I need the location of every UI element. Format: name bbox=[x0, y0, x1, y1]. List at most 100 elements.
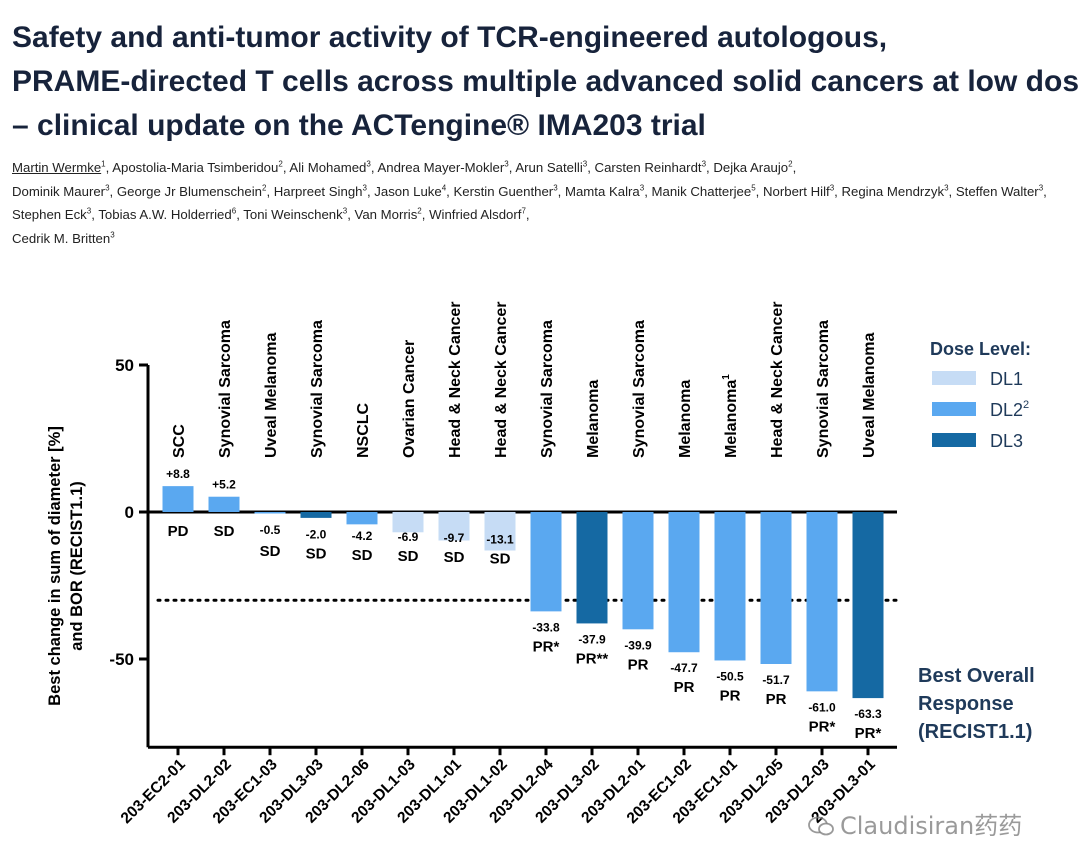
y-axis-label: Best change in sum of diameter [%] and BO… bbox=[46, 426, 86, 706]
author-name: Cedrik M. Britten bbox=[12, 230, 111, 246]
author-name: Martin Wermke bbox=[12, 160, 102, 175]
author-name: Dominik Maurer bbox=[12, 183, 106, 199]
indication-label: Synovial Sarcoma bbox=[631, 320, 648, 458]
bor-label: SD bbox=[260, 543, 281, 560]
author-affiliation: 2 bbox=[417, 206, 422, 216]
value-label: +5.2 bbox=[212, 478, 236, 492]
author-name: Carsten Reinhardt bbox=[594, 160, 702, 175]
author-name: Ali Mohamed bbox=[289, 160, 367, 175]
bar-203-DL1-03 bbox=[392, 512, 424, 533]
bar-203-DL2-04 bbox=[530, 512, 562, 612]
title-line: PRAME-directed T cells across multiple a… bbox=[12, 65, 1080, 98]
bor-label: PR bbox=[720, 687, 741, 704]
value-label: -6.9 bbox=[398, 530, 419, 544]
author-name: Tobias A.W. Holderried bbox=[98, 207, 232, 222]
value-label: -33.8 bbox=[532, 620, 560, 634]
bor-label: SD bbox=[490, 550, 511, 567]
indication-footnote: 1 bbox=[721, 374, 732, 380]
indication-label: Uveal Melanoma bbox=[263, 333, 280, 458]
author-name: Stephen Eck bbox=[12, 207, 87, 222]
y-tick-label: 50 bbox=[115, 356, 134, 375]
legend-swatch-DL1 bbox=[932, 371, 976, 385]
author-name: Dejka Araujo bbox=[713, 160, 789, 175]
title-line: Safety and anti-tumor activity of TCR-en… bbox=[12, 21, 888, 54]
value-label: -9.7 bbox=[444, 531, 465, 545]
author-name: Jason Luke bbox=[374, 183, 442, 199]
legend-swatch-DL2 bbox=[932, 402, 976, 416]
author-affiliation: 3 bbox=[639, 183, 645, 193]
bar-203-DL2-02 bbox=[208, 496, 240, 512]
value-label: -61.0 bbox=[808, 700, 836, 714]
bor-label: SD bbox=[306, 546, 327, 563]
author-affiliation: 3 bbox=[342, 206, 348, 216]
author-affiliation: 3 bbox=[701, 159, 707, 169]
poster-title: Safety and anti-tumor activity of TCR-en… bbox=[12, 16, 1080, 148]
value-label: -13.1 bbox=[486, 532, 514, 546]
author-affiliation: 3 bbox=[553, 183, 558, 193]
indication-label: Synovial Sarcoma bbox=[539, 320, 556, 458]
author-name: Winfried Alsdorf bbox=[429, 207, 522, 222]
author-affiliation: 3 bbox=[110, 230, 115, 240]
bor-caption-line: (RECIST1.1) bbox=[918, 721, 1032, 743]
author-name: Mamta Kalra bbox=[564, 183, 640, 199]
bor-label: PR bbox=[674, 679, 695, 696]
bor-label: PR** bbox=[576, 650, 609, 667]
author-name: Arun Satelli bbox=[515, 160, 583, 175]
author-name: Kerstin Guenther bbox=[453, 183, 554, 199]
indication-label: Head & Neck Cancer bbox=[769, 301, 786, 458]
value-label: -2.0 bbox=[306, 528, 327, 542]
indication-label: Melanoma bbox=[585, 380, 602, 458]
indication-label: Melanoma1 bbox=[721, 374, 740, 458]
indication-label: Head & Neck Cancer bbox=[447, 301, 464, 458]
bar-203-DL3-02 bbox=[576, 512, 608, 624]
value-label: -50.5 bbox=[716, 669, 744, 683]
author-affiliation: 3 bbox=[105, 183, 110, 193]
author-name: Van Morris bbox=[354, 207, 418, 222]
author-affiliation: 3 bbox=[504, 159, 509, 169]
author-affiliation: 5 bbox=[751, 183, 756, 193]
author-name: Apostolia-Maria Tsimberidou bbox=[112, 160, 279, 175]
y-tick-label: -50 bbox=[109, 650, 134, 669]
bor-label: SD bbox=[444, 549, 465, 566]
bar-203-DL2-05 bbox=[760, 512, 792, 664]
author-name: Manik Chatterjee bbox=[651, 183, 752, 199]
bar-203-EC1-02 bbox=[668, 512, 700, 653]
author-affiliation: 2 bbox=[788, 159, 793, 169]
bar-203-DL1-01 bbox=[438, 512, 470, 541]
bor-caption-line: Best Overall bbox=[918, 665, 1035, 687]
indication-label: NSCLC bbox=[355, 402, 372, 458]
legend-swatch-DL3 bbox=[932, 433, 976, 447]
author-name: Toni Weinschenk bbox=[243, 207, 343, 222]
bor-label: SD bbox=[398, 548, 419, 565]
bor-label: PD bbox=[168, 523, 189, 540]
author-name: George Jr Blumenschein bbox=[116, 183, 262, 199]
bor-caption-line: Response bbox=[918, 693, 1014, 715]
indication-label: Melanoma bbox=[677, 380, 694, 458]
value-label: -0.5 bbox=[260, 523, 281, 537]
value-label: -37.9 bbox=[578, 632, 606, 646]
bar-203-DL2-03 bbox=[806, 512, 838, 692]
author-affiliation: 1 bbox=[101, 159, 106, 169]
author-affiliation: 3 bbox=[366, 159, 371, 169]
value-label: -4.2 bbox=[352, 529, 373, 543]
y-axis-label-line: Best change in sum of diameter [%] bbox=[46, 426, 64, 706]
bar-203-EC1-01 bbox=[714, 512, 746, 661]
bor-label: PR bbox=[628, 656, 649, 673]
watermark-text: Claudisiran药药 bbox=[840, 812, 1023, 840]
value-label: -51.7 bbox=[762, 673, 790, 687]
bor-label: PR* bbox=[533, 638, 560, 655]
author-name: Steffen Walter bbox=[955, 183, 1039, 199]
bor-label: PR bbox=[766, 691, 787, 708]
value-label: +8.8 bbox=[166, 467, 190, 481]
author-affiliation: 3 bbox=[1038, 183, 1044, 193]
y-tick-label: 0 bbox=[125, 503, 134, 522]
indication-label: Ovarian Cancer bbox=[401, 340, 418, 458]
indication-label: Synovial Sarcoma bbox=[309, 320, 326, 458]
author-name: Harpreet Singh bbox=[273, 183, 363, 199]
watermark: Claudisiran药药 bbox=[808, 806, 1022, 841]
bor-label: PR* bbox=[809, 718, 836, 735]
author-list: Martin Wermke1, Apostolia-Maria Tsimberi… bbox=[12, 156, 1047, 250]
author-affiliation: 3 bbox=[944, 183, 949, 193]
author-line: Stephen Eck3, Tobias A.W. Holderried6, T… bbox=[12, 206, 530, 222]
